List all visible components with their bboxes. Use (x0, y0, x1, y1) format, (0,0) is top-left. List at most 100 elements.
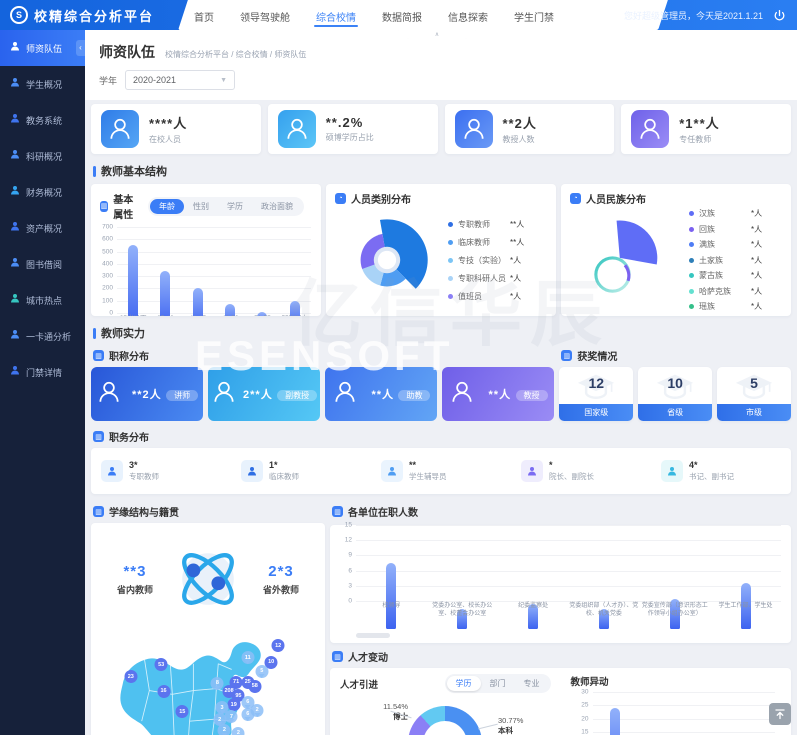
tab-部门[interactable]: 部门 (489, 679, 506, 688)
legend-item-专技（实验）[interactable]: 专技（实验） *人 (448, 255, 544, 266)
sidebar-item-图书借阅[interactable]: 图书借阅 (0, 246, 85, 282)
sidebar-item-label: 资产概况 (26, 223, 63, 234)
ethnic-dist-title: 人员民族分布 (586, 195, 646, 206)
out-province-label: 省外教师 (263, 584, 300, 595)
sidebar-item-资产概况[interactable]: 资产概况 (0, 210, 85, 246)
nav-tab-综合校情[interactable]: 综合校情 (314, 1, 358, 30)
nav-tab-首页[interactable]: 首页 (194, 12, 214, 24)
unit-chart-title: 各单位在职人数 (348, 508, 418, 519)
sidebar-item-城市热点[interactable]: 城市热点 (0, 282, 85, 318)
job-badge: 讲师 (166, 390, 199, 401)
tab-学历[interactable]: 学历 (227, 201, 243, 211)
legend-label: 值班员 (458, 291, 482, 301)
logo-icon: S (10, 6, 28, 24)
back-to-top-button[interactable] (769, 703, 791, 725)
sidebar-item-师资队伍[interactable]: 师资队伍 ‹ (0, 30, 85, 66)
sidebar-item-门禁详情[interactable]: 门禁详情 (0, 354, 85, 390)
duty-item-学生辅导员: ** 学生辅导员 (381, 460, 501, 482)
nav-collapse-handle[interactable]: ∧ (398, 30, 476, 39)
legend-item-值班员[interactable]: 值班员 *人 (448, 291, 544, 302)
power-icon[interactable] (769, 5, 789, 25)
legend-item-临床教师[interactable]: 临床教师 **人 (448, 237, 544, 248)
duty-label: 院长、副院长 (549, 472, 594, 481)
datazoom-slider[interactable] (356, 633, 390, 638)
app-title: 校精综合分析平台 (34, 8, 155, 24)
x-axis-label: 党委宣传部（意识形态工作领导小组办公室） (641, 603, 708, 617)
year-label: 学年 (99, 75, 118, 86)
sidebar-item-label: 门禁详情 (26, 367, 63, 378)
sidebar-collapse-icon[interactable]: ‹ (76, 40, 85, 56)
legend-item-瑶族[interactable]: 瑶族 *人 (689, 301, 785, 312)
tab-专业[interactable]: 专业 (523, 679, 540, 688)
map-pin: 58 (248, 679, 262, 693)
graduation-cap-icon (655, 373, 695, 406)
x-axis-label: 党委办公室、校长办公室、校董会办公室 (432, 603, 493, 617)
card-duty-dist: 3* 专职教师 1* 临床教师 ** 学生辅导员 * 院长、副院长 4* 书记、… (91, 448, 791, 494)
duty-dist-icon: ▥ (93, 431, 104, 442)
award-label: 国家级 (559, 404, 634, 421)
legend-value: *人 (751, 286, 763, 296)
legend-dot (448, 257, 453, 263)
x-axis-label: 纪委监察处 (518, 603, 549, 609)
nav-tab-信息探索[interactable]: 信息探索 (448, 12, 488, 24)
year-value: 2020-2021 (133, 75, 177, 85)
talent-intro-tabs: 学历 部门 专业 (444, 674, 551, 693)
legend-label: 回族 (699, 224, 715, 234)
teacher-change-panel: 教师异动 051015202530国内教学进修海外研修疾病辞职 (561, 668, 792, 735)
tab-学历[interactable]: 学历 (446, 676, 481, 691)
sidebar-item-学生概况[interactable]: 学生概况 (0, 66, 85, 102)
job-card-教授: **人 教授 (442, 367, 555, 421)
sidebar-item-一卡通分析[interactable]: 一卡通分析 (0, 318, 85, 354)
legend-item-哈萨克族[interactable]: 哈萨克族 *人 (689, 286, 785, 297)
card-ethnic-dist: ◔ 人员民族分布 汉族 *人 (561, 184, 791, 316)
legend-item-土家族[interactable]: 土家族 *人 (689, 255, 785, 266)
bar (598, 608, 609, 629)
bar (160, 270, 171, 316)
tab-年龄[interactable]: 年龄 (150, 198, 184, 214)
nav-tab-领导驾驶舱[interactable]: 领导驾驶舱 (240, 12, 290, 24)
sidebar-item-教务系统[interactable]: 教务系统 (0, 102, 85, 138)
jobs-dist-title: 职称分布 (109, 352, 149, 363)
legend-item-蒙古族[interactable]: 蒙古族 *人 (689, 270, 785, 281)
legend-item-专职教师[interactable]: 专职教师 **人 (448, 219, 544, 230)
duty-person-icon (661, 460, 683, 482)
section-bar-icon (93, 327, 96, 339)
teachers-icon (9, 39, 21, 57)
sidebar-item-科研概况[interactable]: 科研概况 (0, 138, 85, 174)
x-axis-label: 51-55 (246, 315, 278, 316)
bar (289, 300, 300, 316)
nav-tab-数据简报[interactable]: 数据简报 (382, 12, 422, 24)
legend-item-满族[interactable]: 满族 *人 (689, 239, 785, 250)
tab-性别[interactable]: 性别 (193, 201, 209, 211)
tab-政治面貌[interactable]: 政治面貌 (261, 201, 293, 211)
legend-item-汉族[interactable]: 汉族 *人 (689, 208, 785, 219)
sidebar-item-财务概况[interactable]: 财务概况 (0, 174, 85, 210)
duty-item-专职教师: 3* 专职教师 (101, 460, 221, 482)
award-card-国家级: 12 国家级 (559, 367, 634, 421)
bar (257, 311, 268, 316)
map-pin: 19 (227, 698, 241, 712)
x-axis-label: 党委组织部（人才办）、党校、机关党委 (569, 603, 639, 617)
award-cards: 12 国家级 10 省级 5 市级 (559, 367, 791, 421)
donut-label-doctor: 11.54% 博士 (383, 702, 408, 721)
legend-item-回族[interactable]: 回族 *人 (689, 224, 785, 235)
legend-item-专职科研人员[interactable]: 专职科研人员 *人 (448, 273, 544, 284)
legend-dot (448, 239, 453, 245)
job-person-icon (332, 379, 358, 410)
duty-value: * (549, 460, 553, 470)
map-pin: 53 (154, 658, 168, 672)
sidebar-item-label: 城市热点 (26, 295, 63, 306)
students-icon (9, 75, 21, 93)
legend-dot (689, 226, 694, 232)
year-select[interactable]: 2020-2021 ▼ (125, 70, 236, 90)
nav-tab-学生门禁[interactable]: 学生门禁 (514, 12, 554, 24)
job-value: **人 (371, 389, 395, 401)
map-pin: 2 (217, 723, 231, 735)
user-tie-icon (631, 110, 670, 148)
map-pin: 7 (224, 710, 238, 724)
legend-value: **人 (510, 237, 525, 247)
legend-dot (689, 242, 694, 247)
award-value: 12 (588, 375, 605, 391)
